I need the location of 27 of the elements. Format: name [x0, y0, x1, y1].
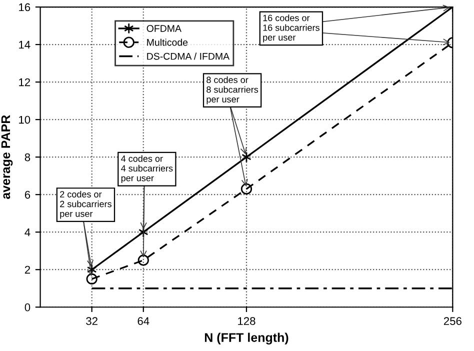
point [242, 152, 252, 163]
y-tick-label: 14 [19, 40, 30, 49]
annotation: 8 codes or 8 subcarriers per user [206, 76, 258, 104]
annotation: 4 codes or 4 subcarriers per user [121, 155, 173, 184]
point [138, 226, 148, 238]
annotation: 16 codes or 16 subcarriers per user [263, 14, 320, 42]
annotation: 2 codes or 2 subcarriers per user [60, 190, 112, 219]
point [138, 254, 149, 266]
legend-label: DS-CDMA / IFDMA [147, 52, 230, 60]
x-tick-label: 64 [138, 317, 150, 326]
legend-label: OFDMA [146, 25, 182, 32]
x-tick-label: 256 [444, 317, 462, 326]
y-tick-label: 2 [24, 266, 30, 274]
y-axis-title: average PAPR [1, 115, 13, 199]
point [86, 273, 98, 285]
y-tick-label: 10 [19, 116, 30, 124]
y-tick-label: 0 [24, 303, 30, 312]
x-tick-label: 32 [86, 317, 98, 326]
y-tick-label: 16 [19, 3, 30, 12]
y-tick-label: 12 [19, 78, 30, 86]
x-tick-label: 128 [238, 317, 256, 326]
legend-label: Multicode [147, 38, 188, 46]
y-tick-label: 8 [24, 153, 30, 162]
x-axis-title: N (FFT length) [204, 332, 288, 344]
y-tick-label: 6 [24, 190, 30, 199]
y-tick-label: 4 [24, 228, 30, 236]
point [240, 183, 252, 195]
